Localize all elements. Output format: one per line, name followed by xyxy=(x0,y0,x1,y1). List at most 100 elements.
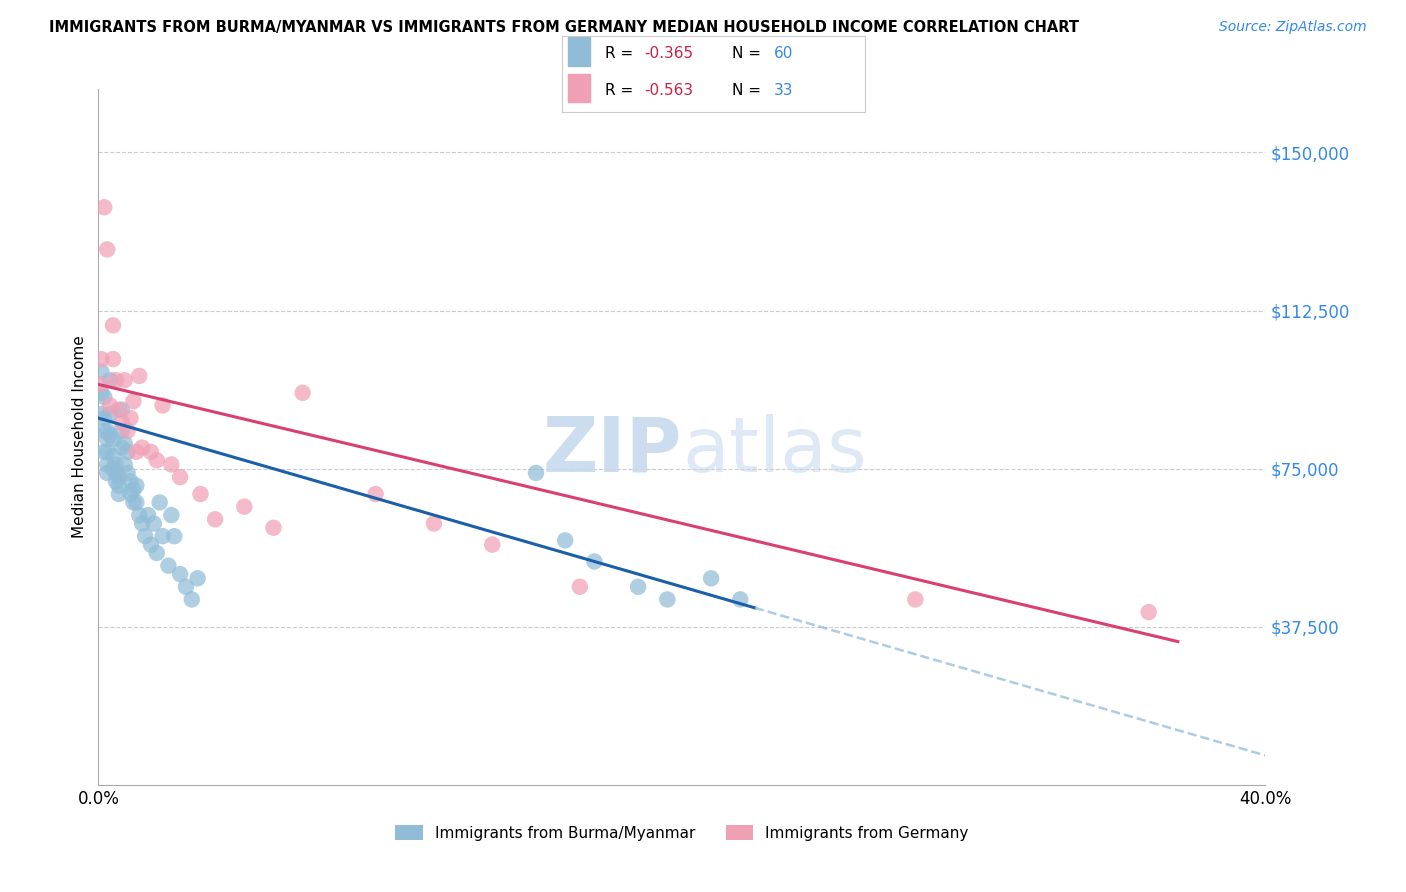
Point xyxy=(104,458,127,472)
Point xyxy=(139,445,162,459)
Text: -0.563: -0.563 xyxy=(644,83,693,98)
Text: -0.365: -0.365 xyxy=(644,46,693,62)
Point xyxy=(98,407,121,421)
Text: ZIP: ZIP xyxy=(543,414,682,488)
Point xyxy=(149,495,172,509)
Point xyxy=(101,432,124,446)
Point xyxy=(101,461,124,475)
Point xyxy=(96,458,118,472)
Point xyxy=(122,394,145,409)
Point xyxy=(146,453,169,467)
Point xyxy=(114,373,136,387)
Text: 60: 60 xyxy=(773,46,793,62)
Point xyxy=(160,508,183,522)
Point xyxy=(291,385,314,400)
Point xyxy=(134,529,156,543)
Point xyxy=(93,200,115,214)
Point xyxy=(98,428,121,442)
Point xyxy=(93,390,115,404)
Point xyxy=(169,567,191,582)
Point xyxy=(136,508,159,522)
Point xyxy=(90,377,112,392)
Point xyxy=(90,352,112,367)
Point xyxy=(90,407,112,421)
Point xyxy=(481,538,503,552)
Point xyxy=(117,466,139,480)
Text: 33: 33 xyxy=(773,83,793,98)
Point xyxy=(128,368,150,383)
Text: atlas: atlas xyxy=(682,414,866,488)
Point xyxy=(157,558,180,573)
Point xyxy=(204,512,226,526)
Point xyxy=(554,533,576,548)
Point xyxy=(904,592,927,607)
Text: N =: N = xyxy=(731,46,765,62)
Point xyxy=(93,411,115,425)
Point xyxy=(104,475,127,489)
Point xyxy=(174,580,197,594)
Point xyxy=(583,554,606,568)
Point xyxy=(122,495,145,509)
Point xyxy=(93,445,115,459)
Point xyxy=(160,458,183,472)
Point xyxy=(96,466,118,480)
Y-axis label: Median Household Income: Median Household Income xyxy=(72,335,87,539)
Point xyxy=(142,516,165,531)
Point xyxy=(131,516,153,531)
Point xyxy=(114,436,136,450)
Point xyxy=(90,385,112,400)
Point xyxy=(568,580,591,594)
Point xyxy=(96,243,118,257)
Point xyxy=(96,445,118,459)
Point xyxy=(114,458,136,472)
Point xyxy=(190,487,212,501)
Point xyxy=(101,449,124,463)
Point xyxy=(117,424,139,438)
Point xyxy=(104,466,127,480)
Point xyxy=(111,415,134,429)
Point xyxy=(423,516,446,531)
Point xyxy=(125,495,148,509)
Point xyxy=(111,424,134,438)
Point xyxy=(104,373,127,387)
Point xyxy=(111,441,134,455)
Point xyxy=(120,487,142,501)
Point xyxy=(627,580,650,594)
Text: Source: ZipAtlas.com: Source: ZipAtlas.com xyxy=(1219,20,1367,34)
Point xyxy=(90,365,112,379)
Point xyxy=(117,445,139,459)
Legend: Immigrants from Burma/Myanmar, Immigrants from Germany: Immigrants from Burma/Myanmar, Immigrant… xyxy=(389,819,974,847)
Point xyxy=(1137,605,1160,619)
Point xyxy=(233,500,256,514)
Point xyxy=(108,402,131,417)
Point xyxy=(96,424,118,438)
Point xyxy=(98,373,121,387)
Point xyxy=(125,478,148,492)
Point xyxy=(111,402,134,417)
Point xyxy=(524,466,547,480)
Bar xyxy=(568,74,589,103)
Point xyxy=(730,592,752,607)
Point xyxy=(108,478,131,492)
Point xyxy=(101,352,124,367)
Text: IMMIGRANTS FROM BURMA/MYANMAR VS IMMIGRANTS FROM GERMANY MEDIAN HOUSEHOLD INCOME: IMMIGRANTS FROM BURMA/MYANMAR VS IMMIGRA… xyxy=(49,20,1080,35)
Point xyxy=(131,441,153,455)
Point xyxy=(139,538,162,552)
Point xyxy=(163,529,186,543)
Point xyxy=(657,592,679,607)
Point xyxy=(96,432,118,446)
Point xyxy=(146,546,169,560)
Point xyxy=(93,424,115,438)
Point xyxy=(187,571,209,585)
Point xyxy=(108,470,131,484)
Bar xyxy=(568,37,589,66)
Text: R =: R = xyxy=(605,83,638,98)
Point xyxy=(169,470,191,484)
Text: R =: R = xyxy=(605,46,638,62)
Text: N =: N = xyxy=(731,83,765,98)
Point xyxy=(700,571,723,585)
Point xyxy=(152,529,174,543)
Point xyxy=(101,318,124,333)
Point xyxy=(128,508,150,522)
Point xyxy=(122,483,145,497)
